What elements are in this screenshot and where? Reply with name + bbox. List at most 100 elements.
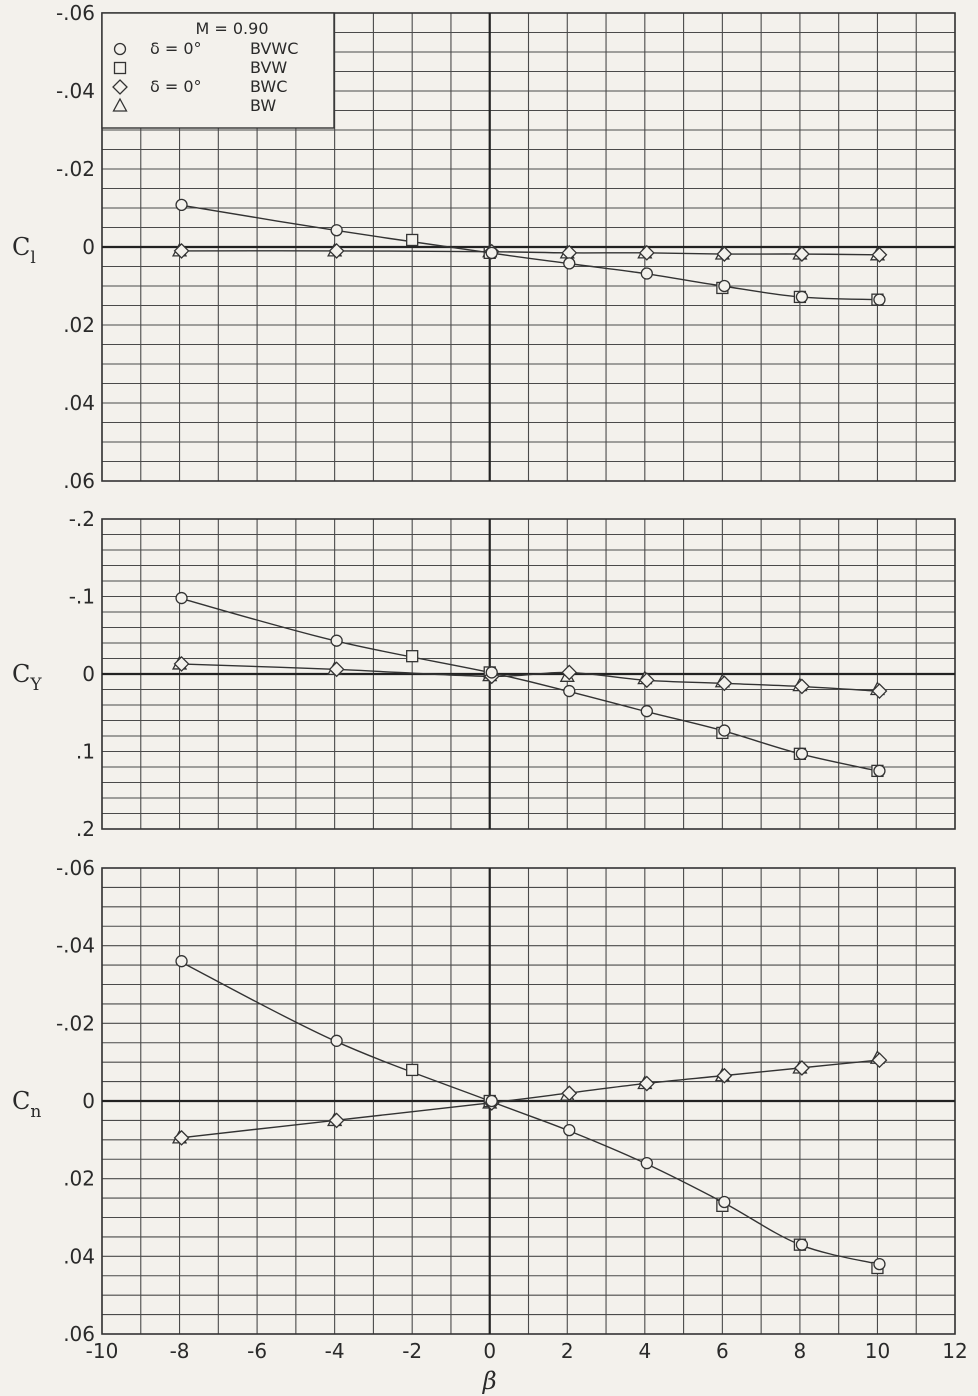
data-point-circle <box>485 1094 498 1108</box>
data-point-diamond <box>638 672 655 689</box>
legend-condition: δ = 0° <box>150 39 202 58</box>
data-point-diamond <box>716 675 733 692</box>
x-tick-label: -2 <box>402 1339 422 1363</box>
legend-config: BWC <box>250 77 287 96</box>
y-tick-label: -.02 <box>56 157 95 181</box>
x-tick-label: 12 <box>942 1339 967 1363</box>
legend-box <box>101 12 335 129</box>
y-tick-label: 0 <box>82 235 95 259</box>
data-point-diamond <box>561 1085 578 1102</box>
data-point-diamond <box>793 1060 810 1076</box>
data-point-square <box>406 650 419 663</box>
data-point-diamond <box>793 678 810 695</box>
legend-condition: δ = 0° <box>150 77 202 96</box>
y-tick-label: .1 <box>76 740 95 764</box>
x-tick-label: 2 <box>561 1339 574 1363</box>
y-axis-label: Cn <box>12 1087 41 1122</box>
y-tick-label: -.06 <box>56 1 95 25</box>
y-tick-label: -.04 <box>56 934 95 958</box>
data-point-circle <box>175 591 188 605</box>
y-tick-label: -.2 <box>69 507 95 531</box>
data-point-circle <box>640 1156 653 1170</box>
legend-config: BW <box>250 96 276 115</box>
data-point-circle <box>873 764 886 778</box>
data-point-circle <box>873 293 886 306</box>
data-point-circle <box>795 747 809 760</box>
data-point-square <box>406 233 419 247</box>
data-point-circle <box>330 224 343 237</box>
data-point-circle <box>795 1238 809 1251</box>
data-point-circle <box>563 684 576 698</box>
data-point-diamond <box>173 656 190 672</box>
data-point-circle <box>485 246 498 260</box>
data-point-diamond <box>328 242 345 259</box>
y-tick-label: -.06 <box>56 856 95 880</box>
data-point-diamond <box>871 1052 888 1069</box>
data-point-diamond <box>638 244 655 261</box>
data-point-circle <box>330 634 343 647</box>
data-point-diamond <box>638 1075 655 1092</box>
y-tick-label: .06 <box>63 469 95 493</box>
data-point-diamond <box>328 1112 345 1129</box>
y-tick-label: .02 <box>63 1167 95 1191</box>
data-point-diamond <box>871 683 888 699</box>
roll-moment-panel: -.06 -.04 -.02 0 .02 .04 .06 Cl <box>12 1 956 493</box>
y-tick-label: .06 <box>63 1322 95 1346</box>
y-tick-label: -.04 <box>56 79 95 103</box>
data-point-circle <box>718 1195 731 1209</box>
data-point-circle <box>795 290 809 304</box>
data-point-circle <box>563 257 576 270</box>
legend-marker-circle <box>113 42 127 56</box>
data-point-circle <box>718 724 731 737</box>
legend-marker-square <box>113 61 127 75</box>
y-tick-label: -.1 <box>69 585 95 609</box>
data-point-circle <box>640 705 653 718</box>
x-tick-label: 6 <box>716 1339 729 1363</box>
yaw-moment-panel: -.06 -.04 -.02 0 .02 .04 .06 Cn <box>12 856 956 1346</box>
data-point-circle <box>330 1034 343 1047</box>
x-tick-label: 4 <box>638 1339 651 1363</box>
legend-config: BVW <box>250 58 287 77</box>
data-point-diamond <box>871 246 888 263</box>
x-tick-label: -4 <box>325 1339 345 1363</box>
y-tick-label: 0 <box>82 1089 95 1113</box>
y-tick-label: .04 <box>63 391 95 415</box>
legend-title: M = 0.90 <box>195 19 268 38</box>
data-point-diamond <box>561 664 578 681</box>
x-axis: -10 -8 -6 -4 -2 0 2 4 6 8 10 12 β <box>86 1339 968 1395</box>
y-axis-label: CY <box>12 660 42 695</box>
y-tick-label: .04 <box>63 1244 95 1268</box>
x-tick-label: 8 <box>794 1339 807 1363</box>
y-tick-label: .02 <box>63 313 95 337</box>
legend-marker-triangle <box>112 97 128 112</box>
y-tick-label: 0 <box>82 662 95 686</box>
x-axis-label: β <box>482 1367 497 1395</box>
legend-marker-diamond <box>112 79 128 95</box>
y-tick-label: -.02 <box>56 1011 95 1035</box>
x-tick-label: -8 <box>170 1339 190 1363</box>
legend-config: BVWC <box>250 39 298 58</box>
data-point-diamond <box>173 1129 190 1146</box>
data-point-diamond <box>716 246 733 262</box>
data-point-diamond <box>173 242 190 259</box>
x-tick-label: 0 <box>483 1339 496 1363</box>
data-point-circle <box>718 279 731 293</box>
data-point-circle <box>485 666 498 679</box>
x-tick-label: 10 <box>865 1339 890 1363</box>
data-point-diamond <box>328 661 345 678</box>
data-point-circle <box>563 1123 576 1137</box>
data-point-circle <box>640 267 653 280</box>
data-point-circle <box>175 955 188 968</box>
data-point-diamond <box>793 246 810 262</box>
data-point-circle <box>175 198 188 212</box>
x-tick-label: -6 <box>247 1339 267 1363</box>
data-point-circle <box>873 1257 886 1271</box>
x-tick-label: -10 <box>86 1339 119 1363</box>
y-tick-label: .2 <box>76 817 95 841</box>
data-point-diamond <box>716 1067 733 1084</box>
data-point-square <box>406 1063 419 1077</box>
side-force-panel: -.2 -.1 0 .1 .2 CY <box>12 507 956 841</box>
y-axis-label: Cl <box>12 233 36 268</box>
